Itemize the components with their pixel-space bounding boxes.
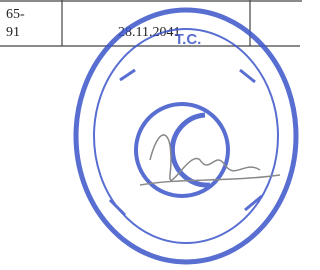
- page: {"table": {"rows": [["65-\n91", "28.11.2…: [0, 0, 302, 270]
- cell-text-line: 65-: [6, 7, 25, 22]
- scan: 65- 91 28.11.2041 T.C.: [0, 0, 302, 270]
- stamp-header: T.C.: [175, 31, 202, 48]
- cell-text-line: 91: [6, 25, 20, 40]
